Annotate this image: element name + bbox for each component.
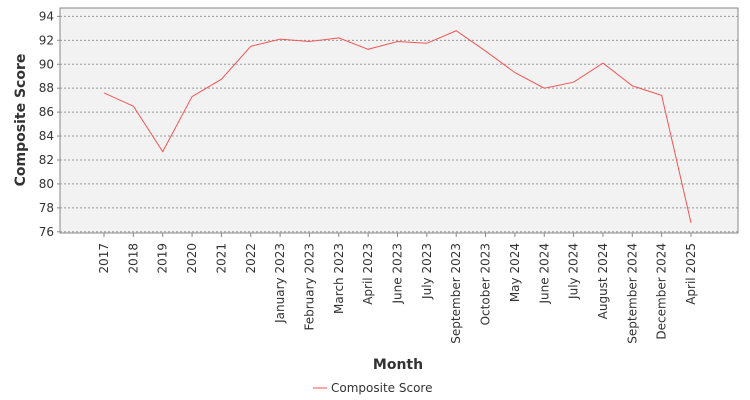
line	[103, 30, 692, 223]
y-tick-label: 94	[39, 9, 54, 23]
legend-label: Composite Score	[331, 381, 432, 395]
x-tick-label: March 2023	[332, 243, 346, 314]
y-tick-label: 78	[39, 201, 54, 215]
x-tick-label: September 2024	[625, 243, 639, 344]
y-tick-label: 76	[39, 225, 54, 239]
x-tick-label: April 2025	[684, 243, 698, 305]
plot-area	[59, 7, 739, 234]
y-tick-label: 86	[39, 105, 54, 119]
x-tick-label: February 2023	[302, 243, 316, 331]
x-tick-label: 2022	[244, 243, 258, 274]
x-tick-label: May 2024	[508, 243, 522, 302]
x-tick-label: January 2023	[273, 243, 287, 324]
y-tick-label: 82	[39, 153, 54, 167]
x-tick-label: June 2024	[537, 243, 551, 305]
x-tick-label: 2020	[185, 243, 199, 274]
x-tick-label: April 2023	[361, 243, 375, 305]
x-tick-label: July 2023	[420, 243, 434, 300]
y-tick-label: 92	[39, 33, 54, 47]
x-tick-label: December 2024	[655, 243, 669, 340]
x-tick-label: July 2024	[567, 243, 581, 300]
x-axis-title: Month	[373, 357, 423, 373]
x-tick-label: October 2023	[479, 243, 493, 325]
x-tick-label: 2019	[156, 243, 170, 274]
x-tick-label: September 2023	[449, 243, 463, 344]
y-tick-label: 84	[39, 129, 54, 143]
x-tick-label: 2017	[97, 243, 111, 274]
x-tick-label: 2021	[214, 243, 228, 274]
y-tick-label: 90	[39, 57, 54, 71]
y-axis-title: Composite Score	[13, 54, 29, 187]
x-tick-label: August 2024	[596, 243, 610, 319]
x-tick-label: June 2023	[391, 243, 405, 305]
y-tick-label: 80	[39, 177, 54, 191]
y-tick-label: 88	[39, 81, 54, 95]
x-tick-label: 2018	[126, 243, 140, 274]
